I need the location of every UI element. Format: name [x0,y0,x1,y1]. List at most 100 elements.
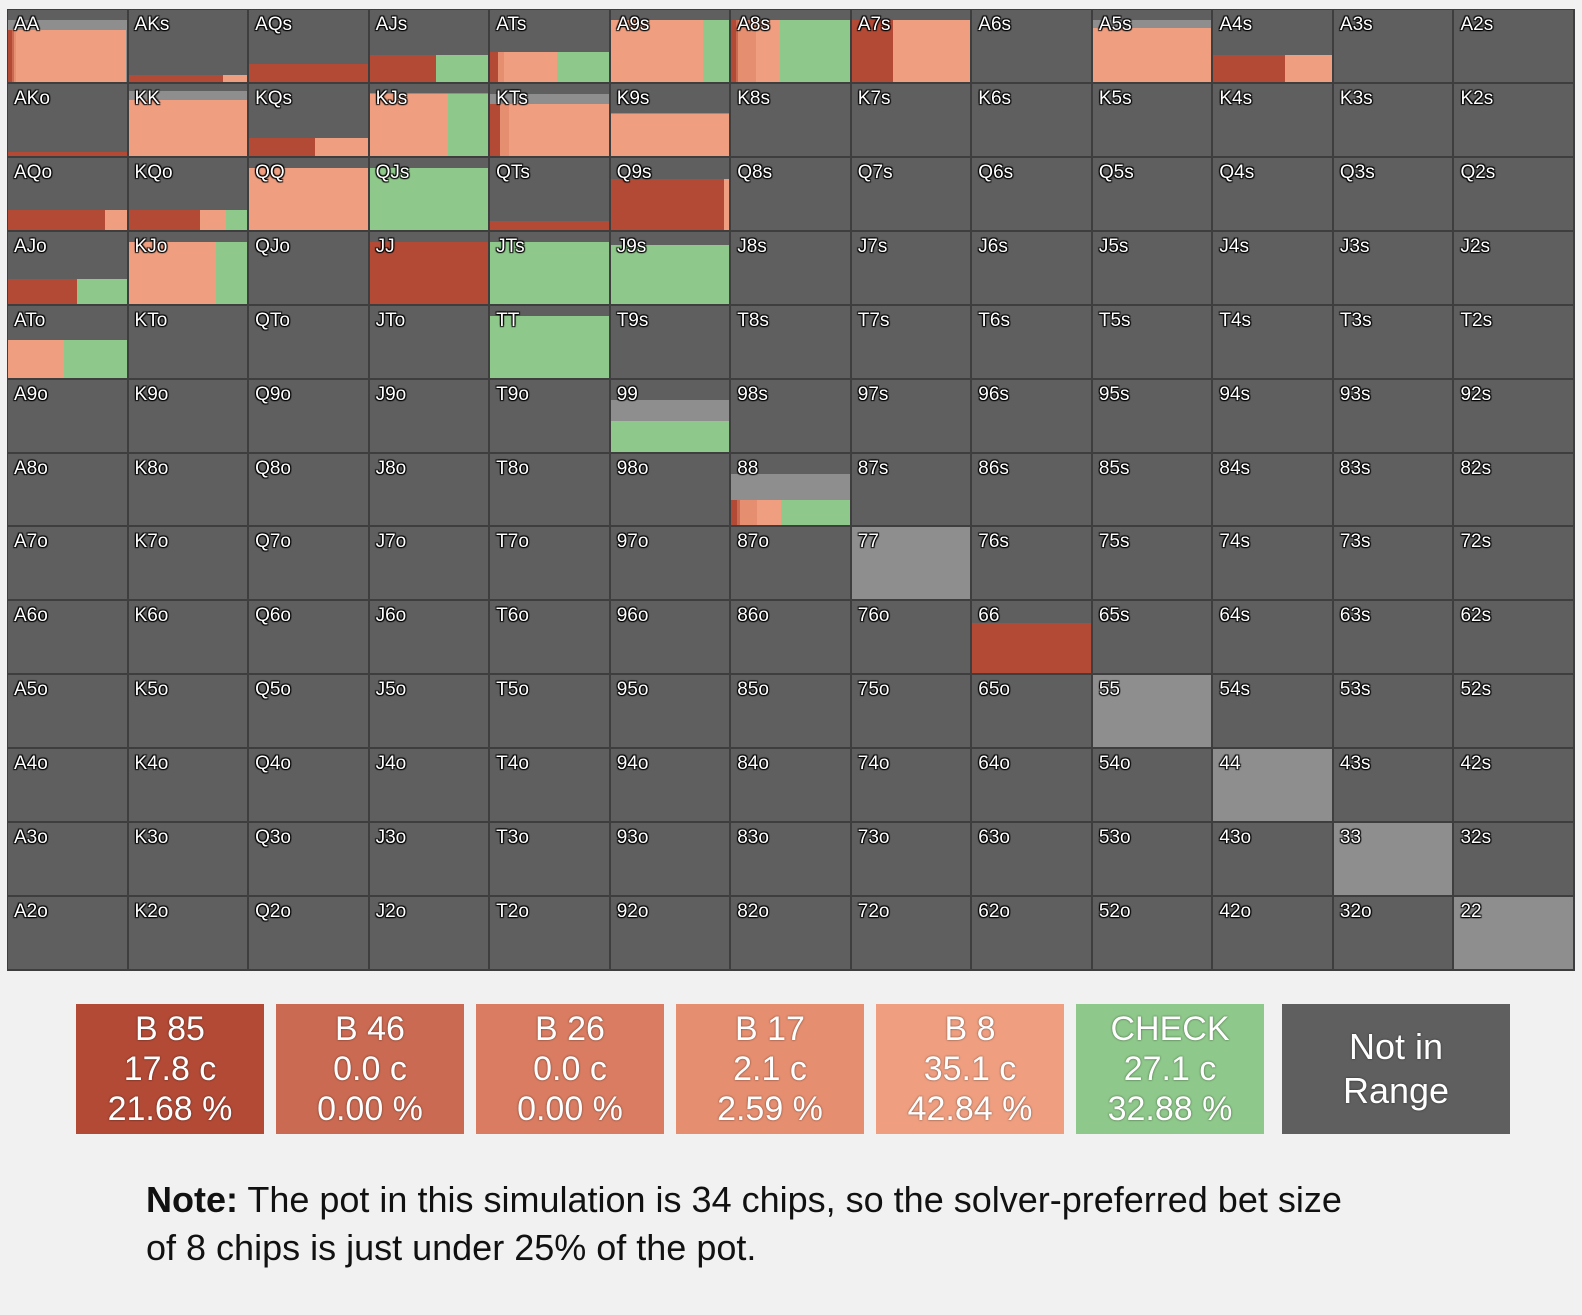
hand-cell-A8o[interactable]: A8o [8,453,129,528]
hand-cell-A7s[interactable]: A7s [851,10,973,84]
hand-cell-74o[interactable]: 74o [851,749,973,824]
hand-cell-J7s[interactable]: J7s [851,231,973,306]
hand-cell-43o[interactable]: 43o [1213,823,1334,898]
hand-cell-J5s[interactable]: J5s [1092,231,1214,306]
hand-cell-88[interactable]: 88 [731,453,852,528]
hand-cell-KTo[interactable]: KTo [128,305,250,380]
hand-cell-52s[interactable]: 52s [1454,675,1575,750]
hand-cell-K5o[interactable]: K5o [128,675,250,750]
hand-cell-54s[interactable]: 54s [1213,675,1334,750]
hand-cell-T2o[interactable]: T2o [490,897,611,971]
hand-cell-72s[interactable]: 72s [1454,527,1575,602]
hand-cell-T5o[interactable]: T5o [490,675,611,750]
hand-cell-QJs[interactable]: QJs [369,157,491,232]
hand-cell-53s[interactable]: 53s [1333,675,1455,750]
hand-cell-J9s[interactable]: J9s [610,231,732,306]
hand-cell-T4s[interactable]: T4s [1213,305,1334,380]
hand-cell-42s[interactable]: 42s [1454,749,1575,824]
hand-cell-K9s[interactable]: K9s [610,83,732,158]
hand-cell-86s[interactable]: 86s [972,453,1093,528]
hand-cell-A2o[interactable]: A2o [8,897,129,971]
hand-cell-32s[interactable]: 32s [1454,823,1575,898]
hand-cell-52o[interactable]: 52o [1092,897,1214,971]
hand-cell-A4s[interactable]: A4s [1213,10,1334,84]
hand-cell-KQs[interactable]: KQs [249,83,370,158]
hand-cell-J8s[interactable]: J8s [731,231,852,306]
hand-cell-85o[interactable]: 85o [731,675,852,750]
hand-cell-T6o[interactable]: T6o [490,601,611,676]
hand-cell-A5s[interactable]: A5s [1092,10,1214,84]
hand-cell-A4o[interactable]: A4o [8,749,129,824]
hand-cell-73s[interactable]: 73s [1333,527,1455,602]
hand-cell-76o[interactable]: 76o [851,601,973,676]
hand-cell-82o[interactable]: 82o [731,897,852,971]
hand-cell-Q2o[interactable]: Q2o [249,897,370,971]
hand-cell-73o[interactable]: 73o [851,823,973,898]
hand-cell-94s[interactable]: 94s [1213,379,1334,454]
hand-cell-98o[interactable]: 98o [610,453,732,528]
hand-cell-A3s[interactable]: A3s [1333,10,1455,84]
hand-cell-T3o[interactable]: T3o [490,823,611,898]
hand-cell-97s[interactable]: 97s [851,379,973,454]
hand-cell-AJs[interactable]: AJs [369,10,491,84]
hand-cell-Q7s[interactable]: Q7s [851,157,973,232]
hand-cell-T7o[interactable]: T7o [490,527,611,602]
hand-cell-A2s[interactable]: A2s [1454,10,1575,84]
hand-cell-A5o[interactable]: A5o [8,675,129,750]
hand-cell-63o[interactable]: 63o [972,823,1093,898]
hand-cell-TT[interactable]: TT [490,305,611,380]
hand-cell-JTo[interactable]: JTo [369,305,491,380]
hand-cell-66[interactable]: 66 [972,601,1093,676]
hand-cell-64o[interactable]: 64o [972,749,1093,824]
hand-cell-KTs[interactable]: KTs [490,83,611,158]
hand-cell-42o[interactable]: 42o [1213,897,1334,971]
hand-cell-T2s[interactable]: T2s [1454,305,1575,380]
hand-cell-AJo[interactable]: AJo [8,231,129,306]
hand-cell-AQs[interactable]: AQs [249,10,370,84]
hand-cell-A8s[interactable]: A8s [731,10,852,84]
hand-cell-95o[interactable]: 95o [610,675,732,750]
hand-cell-K2s[interactable]: K2s [1454,83,1575,158]
hand-cell-K4o[interactable]: K4o [128,749,250,824]
hand-cell-K6s[interactable]: K6s [972,83,1093,158]
hand-cell-AKs[interactable]: AKs [128,10,250,84]
hand-cell-Q7o[interactable]: Q7o [249,527,370,602]
hand-cell-K3s[interactable]: K3s [1333,83,1455,158]
hand-cell-75s[interactable]: 75s [1092,527,1214,602]
hand-cell-T3s[interactable]: T3s [1333,305,1455,380]
hand-cell-94o[interactable]: 94o [610,749,732,824]
hand-cell-J4o[interactable]: J4o [369,749,491,824]
hand-cell-J3s[interactable]: J3s [1333,231,1455,306]
hand-cell-85s[interactable]: 85s [1092,453,1214,528]
hand-cell-65o[interactable]: 65o [972,675,1093,750]
hand-cell-83o[interactable]: 83o [731,823,852,898]
hand-cell-ATo[interactable]: ATo [8,305,129,380]
hand-cell-75o[interactable]: 75o [851,675,973,750]
hand-cell-Q9o[interactable]: Q9o [249,379,370,454]
hand-cell-T5s[interactable]: T5s [1092,305,1214,380]
hand-cell-Q8o[interactable]: Q8o [249,453,370,528]
hand-cell-K9o[interactable]: K9o [128,379,250,454]
hand-cell-T9s[interactable]: T9s [610,305,732,380]
hand-cell-Q9s[interactable]: Q9s [610,157,732,232]
hand-cell-K3o[interactable]: K3o [128,823,250,898]
hand-cell-55[interactable]: 55 [1092,675,1214,750]
hand-cell-64s[interactable]: 64s [1213,601,1334,676]
hand-cell-Q3o[interactable]: Q3o [249,823,370,898]
hand-cell-T8o[interactable]: T8o [490,453,611,528]
hand-cell-J5o[interactable]: J5o [369,675,491,750]
hand-cell-JTs[interactable]: JTs [490,231,611,306]
hand-cell-Q5s[interactable]: Q5s [1092,157,1214,232]
hand-cell-AQo[interactable]: AQo [8,157,129,232]
hand-cell-Q3s[interactable]: Q3s [1333,157,1455,232]
hand-cell-K7s[interactable]: K7s [851,83,973,158]
hand-cell-62s[interactable]: 62s [1454,601,1575,676]
hand-cell-62o[interactable]: 62o [972,897,1093,971]
hand-cell-A6o[interactable]: A6o [8,601,129,676]
hand-cell-AKo[interactable]: AKo [8,83,129,158]
hand-cell-Q5o[interactable]: Q5o [249,675,370,750]
hand-cell-82s[interactable]: 82s [1454,453,1575,528]
hand-cell-A9s[interactable]: A9s [610,10,732,84]
hand-cell-76s[interactable]: 76s [972,527,1093,602]
hand-cell-T7s[interactable]: T7s [851,305,973,380]
